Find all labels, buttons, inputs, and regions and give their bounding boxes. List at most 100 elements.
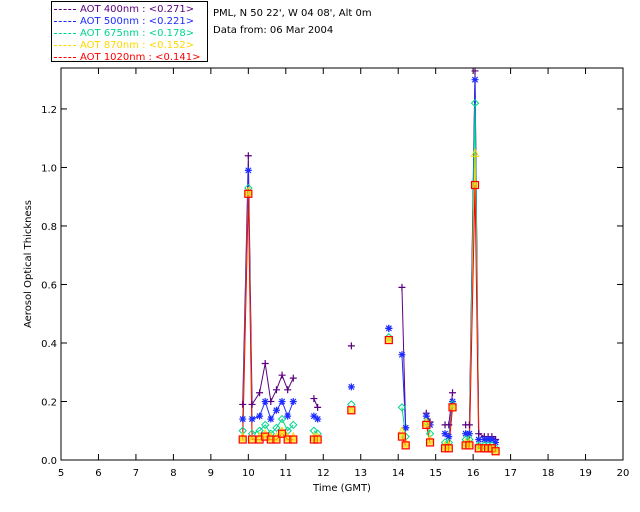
data-point <box>244 189 253 198</box>
data-point <box>488 436 496 444</box>
x-tick-label: 20 <box>617 468 630 479</box>
y-tick-label: 0.6 <box>41 280 57 291</box>
data-point <box>465 441 474 450</box>
data-point <box>475 436 483 444</box>
data-point <box>238 435 247 444</box>
x-tick-label: 12 <box>317 468 330 479</box>
data-point <box>309 426 319 435</box>
data-point <box>491 447 500 456</box>
data-point <box>289 435 298 444</box>
data-point <box>284 412 292 420</box>
data-point <box>261 359 269 367</box>
data-point <box>278 371 286 379</box>
series-line <box>401 287 407 428</box>
data-point <box>256 389 264 397</box>
x-tick-label: 14 <box>392 468 405 479</box>
y-axis-label: Aerosol Optical Thickness <box>23 200 34 328</box>
data-point <box>445 421 453 429</box>
data-point <box>278 397 286 405</box>
data-point <box>385 324 393 332</box>
data-point <box>256 412 264 420</box>
series-line <box>401 407 407 437</box>
data-point <box>272 423 281 433</box>
y-tick-label: 0.0 <box>41 456 57 467</box>
data-point <box>422 412 430 420</box>
data-point <box>244 152 252 160</box>
legend-item-1020nm: AOT 1020nm : <0.141> <box>54 52 200 64</box>
data-point <box>441 430 449 438</box>
legend-label: AOT 400nm : <0.271> <box>80 4 195 15</box>
data-point <box>462 430 470 438</box>
legend-swatch <box>54 20 76 22</box>
data-point <box>445 433 453 441</box>
data-point <box>465 430 473 438</box>
series-line <box>465 185 496 452</box>
data-point <box>267 415 275 423</box>
x-axis-label: Time (GMT) <box>312 483 371 494</box>
data-point <box>470 148 480 157</box>
data-point <box>314 415 322 423</box>
data-point <box>272 435 281 444</box>
data-point <box>248 415 256 423</box>
data-point <box>313 435 322 444</box>
data-point <box>248 400 256 408</box>
data-point <box>397 403 407 412</box>
x-tick-label: 13 <box>354 468 367 479</box>
data-point <box>425 438 435 447</box>
legend-swatch <box>54 44 76 46</box>
x-tick-label: 18 <box>542 468 555 479</box>
data-date: Data from: 06 Mar 2004 <box>213 25 334 36</box>
legend-swatch <box>54 8 76 10</box>
data-point <box>471 67 479 75</box>
data-point <box>347 406 356 415</box>
data-point <box>398 283 406 291</box>
data-point <box>314 403 322 411</box>
data-point <box>239 415 247 423</box>
data-point <box>347 383 355 391</box>
data-point <box>402 424 410 432</box>
data-point <box>244 166 252 174</box>
data-point <box>401 441 410 450</box>
data-point <box>255 426 264 435</box>
data-point <box>484 436 492 444</box>
data-point <box>289 374 297 382</box>
data-point <box>260 420 270 430</box>
data-point <box>425 429 435 438</box>
x-tick-label: 5 <box>58 468 64 479</box>
x-tick-label: 10 <box>242 468 255 479</box>
data-point <box>444 444 453 453</box>
x-tick-label: 7 <box>133 468 139 479</box>
data-point <box>284 386 292 394</box>
data-point <box>384 335 393 345</box>
x-tick-label: 11 <box>279 468 292 479</box>
x-tick-label: 19 <box>579 468 592 479</box>
data-point <box>347 342 355 350</box>
station-location: PML, N 50 22', W 04 08', Alt 0m <box>213 8 372 19</box>
data-point <box>289 420 298 430</box>
data-point <box>448 403 457 412</box>
legend-label: AOT 675nm : <0.178> <box>80 28 195 39</box>
data-point <box>398 351 406 359</box>
x-tick-label: 17 <box>504 468 517 479</box>
data-point <box>310 395 318 403</box>
y-tick-label: 1.2 <box>41 105 57 116</box>
legend-label: AOT 500nm : <0.221> <box>80 16 195 27</box>
data-point <box>310 412 318 420</box>
x-tick-label: 15 <box>429 468 442 479</box>
series-line <box>313 398 319 408</box>
data-point <box>277 414 287 424</box>
data-point <box>272 386 280 394</box>
data-point <box>289 397 297 405</box>
series-line <box>401 354 407 428</box>
data-point <box>272 406 280 414</box>
x-tick-label: 16 <box>467 468 480 479</box>
legend-item-500nm: AOT 500nm : <0.221> <box>54 16 194 28</box>
legend-swatch <box>54 32 76 34</box>
y-tick-label: 0.2 <box>41 397 57 408</box>
legend: AOT 400nm : <0.271> AOT 500nm : <0.221> … <box>51 1 208 64</box>
data-point <box>422 420 431 429</box>
legend-item-870nm: AOT 870nm : <0.152> <box>54 40 194 52</box>
legend-swatch <box>54 56 76 58</box>
legend-label: AOT 870nm : <0.152> <box>80 40 195 51</box>
